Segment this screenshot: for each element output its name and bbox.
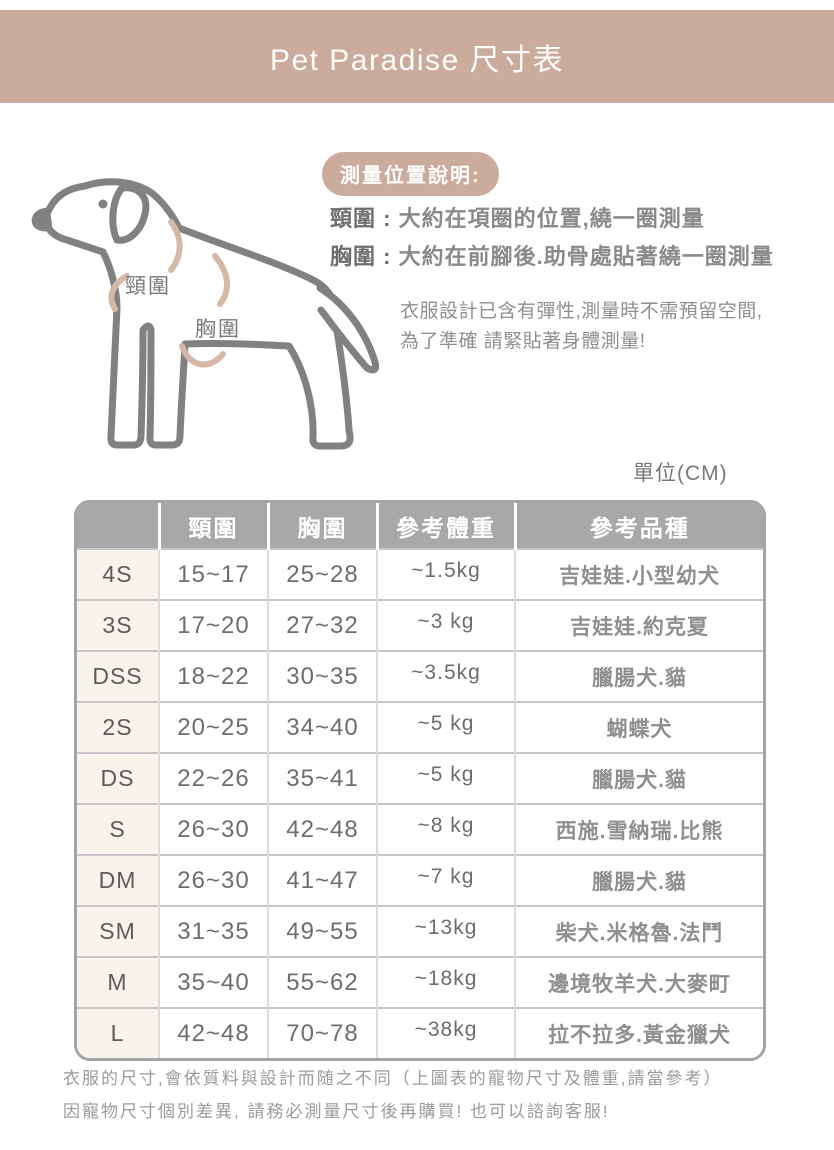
size-cell: M: [77, 956, 160, 1008]
disclaimer: 衣服的尺寸,會依質料與設計而随之不同（上圖表的寵物尺寸及體重,請當參考） 因寵物…: [63, 1062, 803, 1128]
table-row: L 42~48 70~78 ~38kg 拉不拉多.黃金獵犬: [77, 1007, 763, 1058]
dog-eye: [98, 199, 108, 209]
dog-outline-illustration: [31, 178, 380, 450]
breeds-cell: 吉娃娃.約克夏: [515, 599, 763, 651]
weight-cell: ~13kg: [377, 905, 516, 957]
weight-cell: ~5 kg: [377, 701, 516, 753]
disclaimer-line2: 因寵物尺寸個別差異, 請務必測量尺寸後再購買! 也可以諮詢客服!: [63, 1102, 610, 1121]
neck-cell: 42~48: [159, 1007, 269, 1058]
neck-cell: 31~35: [159, 905, 269, 957]
neck-measure-instruction: 頸圍 : 大約在項圈的位置,繞一圈測量: [330, 201, 705, 233]
weight-cell: ~7 kg: [377, 854, 516, 906]
header-neck: 頸圍: [159, 503, 270, 549]
chest-instruction-label: 胸圍 :: [330, 244, 392, 269]
neck-instruction-text: 大約在項圈的位置,繞一圈測量: [398, 206, 705, 231]
neck-cell: 15~17: [159, 548, 269, 600]
table-row: 4S 15~17 25~28 ~1.5kg 吉娃娃.小型幼犬: [77, 548, 763, 600]
weight-cell: ~1.5kg: [377, 548, 516, 600]
breeds-cell: 邊境牧羊犬.大麥町: [515, 956, 763, 1008]
neck-cell: 26~30: [159, 854, 269, 906]
breeds-cell: 拉不拉多.黃金獵犬: [515, 1007, 763, 1058]
weight-cell: ~8 kg: [377, 803, 516, 855]
neck-cell: 26~30: [159, 803, 269, 855]
size-table-body: 4S 15~17 25~28 ~1.5kg 吉娃娃.小型幼犬 3S 17~20 …: [77, 548, 763, 1058]
chest-cell: 42~48: [268, 803, 378, 855]
measurement-guide-badge: 測量位置說明:: [322, 152, 499, 196]
chest-cell: 49~55: [268, 905, 378, 957]
header-breeds: 參考品種: [515, 503, 763, 549]
header-chest: 胸圍: [268, 503, 379, 549]
neck-cell: 35~40: [159, 956, 269, 1008]
header-weight: 參考體重: [377, 503, 517, 549]
size-cell: S: [77, 803, 160, 855]
chest-cell: 25~28: [268, 548, 378, 600]
neck-cell: 18~22: [159, 650, 269, 702]
measuring-band-marks: [108, 219, 230, 368]
elasticity-note-line1: 衣服設計已含有彈性,測量時不需預留空間,: [400, 301, 763, 322]
size-cell: 3S: [77, 599, 160, 651]
breeds-cell: 臘腸犬.貓: [515, 854, 763, 906]
weight-cell: ~5 kg: [377, 752, 516, 804]
chest-measure-instruction: 胸圍 : 大約在前腳後.助骨處貼著繞一圈測量: [330, 239, 774, 271]
chest-cell: 27~32: [268, 599, 378, 651]
neck-girth-diagram-label: 頸圍: [125, 275, 171, 298]
weight-cell: ~18kg: [377, 956, 516, 1008]
table-row: 3S 17~20 27~32 ~3 kg 吉娃娃.約克夏: [77, 599, 763, 651]
size-cell: L: [77, 1007, 160, 1058]
breeds-cell: 臘腸犬.貓: [515, 650, 763, 702]
chest-girth-diagram-label: 胸圍: [195, 318, 241, 341]
breeds-cell: 柴犬.米格魯.法鬥: [515, 905, 763, 957]
size-cell: DM: [77, 854, 160, 906]
table-row: DM 26~30 41~47 ~7 kg 臘腸犬.貓: [77, 854, 763, 906]
chest-cell: 35~41: [268, 752, 378, 804]
breeds-cell: 西施.雪納瑞.比熊: [515, 803, 763, 855]
weight-cell: ~38kg: [377, 1007, 516, 1058]
header-size: [77, 503, 161, 549]
elasticity-note-line2: 為了準確 請緊貼著身體測量!: [400, 331, 646, 352]
dog-measurement-diagram: 頸圍 胸圍: [31, 178, 380, 450]
size-cell: 2S: [77, 701, 160, 753]
neck-instruction-label: 頸圍 :: [330, 206, 392, 231]
size-cell: DS: [77, 752, 160, 804]
size-table: 頸圍 胸圍 參考體重 參考品種 4S 15~17 25~28 ~1.5kg 吉娃…: [77, 503, 763, 1058]
chest-cell: 30~35: [268, 650, 378, 702]
table-row: 2S 20~25 34~40 ~5 kg 蝴蝶犬: [77, 701, 763, 753]
title-bar: Pet Paradise 尺寸表: [0, 10, 834, 103]
neck-cell: 22~26: [159, 752, 269, 804]
neck-cell: 17~20: [159, 599, 269, 651]
size-cell: DSS: [77, 650, 160, 702]
breeds-cell: 吉娃娃.小型幼犬: [515, 548, 763, 600]
weight-cell: ~3.5kg: [377, 650, 516, 702]
chest-cell: 34~40: [268, 701, 378, 753]
chest-instruction-text: 大約在前腳後.助骨處貼著繞一圈測量: [398, 244, 774, 269]
breeds-cell: 蝴蝶犬: [515, 701, 763, 753]
table-row: M 35~40 55~62 ~18kg 邊境牧羊犬.大麥町: [77, 956, 763, 1008]
size-cell: 4S: [77, 548, 160, 600]
chest-cell: 41~47: [268, 854, 378, 906]
chest-cell: 70~78: [268, 1007, 378, 1058]
size-table-header: 頸圍 胸圍 參考體重 參考品種: [77, 503, 763, 549]
chest-cell: 55~62: [268, 956, 378, 1008]
disclaimer-line1: 衣服的尺寸,會依質料與設計而随之不同（上圖表的寵物尺寸及體重,請當參考）: [63, 1069, 723, 1088]
page-title: Pet Paradise 尺寸表: [269, 43, 565, 77]
size-table-container: 頸圍 胸圍 參考體重 參考品種 4S 15~17 25~28 ~1.5kg 吉娃…: [74, 500, 766, 1061]
size-cell: SM: [77, 905, 160, 957]
elasticity-note: 衣服設計已含有彈性,測量時不需預留空間, 為了準確 請緊貼著身體測量!: [400, 297, 763, 357]
breeds-cell: 臘腸犬.貓: [515, 752, 763, 804]
table-row: DS 22~26 35~41 ~5 kg 臘腸犬.貓: [77, 752, 763, 804]
unit-label: 單位(CM): [633, 462, 728, 485]
dog-nose: [31, 207, 52, 232]
table-row: S 26~30 42~48 ~8 kg 西施.雪納瑞.比熊: [77, 803, 763, 855]
table-row: DSS 18~22 30~35 ~3.5kg 臘腸犬.貓: [77, 650, 763, 702]
table-row: SM 31~35 49~55 ~13kg 柴犬.米格魯.法鬥: [77, 905, 763, 957]
weight-cell: ~3 kg: [377, 599, 516, 651]
neck-cell: 20~25: [159, 701, 269, 753]
